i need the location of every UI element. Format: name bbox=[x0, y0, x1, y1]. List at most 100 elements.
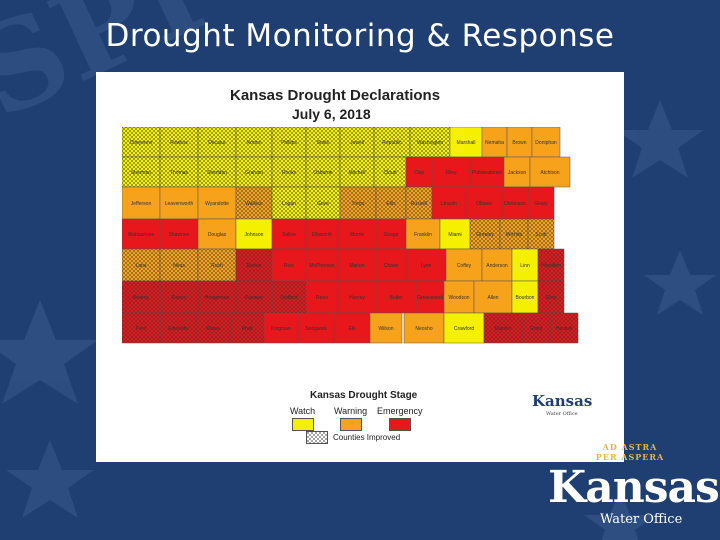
county-label: Norton bbox=[246, 140, 261, 146]
county-osage bbox=[375, 218, 407, 250]
county-improved-hatch bbox=[122, 127, 160, 157]
county-improved-hatch bbox=[236, 187, 272, 219]
county-label: Wallace bbox=[245, 201, 263, 207]
county-leavenworth bbox=[159, 186, 199, 220]
county-label: Wilson bbox=[378, 326, 393, 332]
county-label: Marshall bbox=[457, 140, 476, 146]
county-label: Rawlins bbox=[170, 140, 188, 146]
county-improved-hatch bbox=[406, 187, 432, 219]
county-label: Woodson bbox=[448, 295, 469, 301]
map-title: Kansas Drought Declarations bbox=[230, 87, 441, 104]
county-label: Linn bbox=[520, 263, 530, 269]
county-label: Pratt bbox=[242, 326, 253, 332]
county-label: Wichita bbox=[506, 232, 523, 238]
county-atchison bbox=[529, 156, 571, 188]
county-label: Chase bbox=[384, 263, 399, 269]
kansas-water-office-logo: AD ASTRA PER ASPERA Kansas Water Office bbox=[540, 440, 720, 535]
county-label: Smith bbox=[317, 140, 330, 146]
county-label: Crawford bbox=[454, 326, 475, 332]
county-pottawatomie bbox=[469, 156, 505, 188]
county-label: Miami bbox=[448, 232, 461, 238]
county-anderson bbox=[481, 248, 513, 282]
legend-improved-label: Counties Improved bbox=[333, 433, 401, 442]
county-improved-hatch bbox=[230, 313, 264, 343]
legend-watch-swatch bbox=[292, 418, 314, 431]
map-date: July 6, 2018 bbox=[292, 106, 371, 122]
county-label: Anderson bbox=[486, 263, 508, 269]
county-improved-hatch bbox=[236, 157, 272, 187]
county-wyandotte bbox=[197, 186, 237, 220]
county-label: Gove bbox=[317, 201, 329, 207]
county-improved-hatch bbox=[374, 127, 410, 157]
county-label: Cloud bbox=[383, 170, 396, 176]
county-improved-hatch bbox=[522, 313, 550, 343]
county-improved-hatch bbox=[538, 281, 564, 313]
county-improved-hatch bbox=[550, 313, 578, 343]
county-label: Kingman bbox=[271, 326, 291, 332]
county-label: Hodgeman bbox=[205, 295, 230, 301]
county-label: Marion bbox=[349, 263, 365, 269]
county-label: Russell bbox=[411, 201, 427, 207]
county-johnson bbox=[235, 218, 273, 250]
county-label: Douglas bbox=[208, 232, 227, 238]
county-improved-hatch bbox=[198, 249, 236, 281]
county-label: Sherman bbox=[131, 170, 152, 176]
county-label: Stanton bbox=[494, 326, 511, 332]
county-label: Rush bbox=[211, 263, 223, 269]
county-improved-hatch bbox=[340, 127, 374, 157]
county-marion bbox=[337, 248, 377, 282]
county-ottawa bbox=[465, 186, 503, 220]
county-marshall bbox=[449, 127, 483, 158]
county-improved-hatch bbox=[376, 187, 406, 219]
county-label: Reno bbox=[316, 295, 328, 301]
county-label: Ellsworth bbox=[312, 232, 333, 238]
county-label: Cheyenne bbox=[130, 140, 153, 146]
county-label: Saline bbox=[282, 232, 296, 238]
county-label: Jewell bbox=[350, 140, 364, 146]
county-label: Haskell bbox=[556, 326, 572, 332]
county-improved-hatch bbox=[272, 281, 306, 313]
county-improved-hatch bbox=[374, 157, 406, 187]
county-label: Coffey bbox=[457, 263, 472, 269]
county-label: Neosho bbox=[415, 326, 432, 332]
county-saline bbox=[271, 218, 307, 250]
county-label: Sedgwick bbox=[305, 326, 327, 332]
slide-title: Drought Monitoring & Response bbox=[105, 18, 615, 54]
county-label: Sheridan bbox=[207, 170, 227, 176]
county-label: Atchison bbox=[540, 170, 559, 176]
county-label: Ellis bbox=[386, 201, 396, 207]
county-label: Ford bbox=[136, 326, 147, 332]
county-label: Kiowa bbox=[206, 326, 220, 332]
county-label: Phillips bbox=[281, 140, 297, 146]
county-label: Wabaunsee bbox=[128, 232, 155, 238]
county-geary bbox=[527, 186, 555, 220]
county-reno bbox=[305, 280, 339, 314]
county-label: Pottawatomie bbox=[472, 170, 503, 176]
county-label: Jefferson bbox=[131, 201, 152, 207]
county-label: Decatur bbox=[208, 140, 226, 146]
kansas-county-map: Cheyenne Rawlins Decatur Norton Phillips Smit… bbox=[122, 127, 579, 344]
county-label: Hamilton bbox=[541, 263, 561, 269]
county-label: Thomas bbox=[170, 170, 189, 176]
county-improved-hatch bbox=[306, 187, 340, 219]
county-label: Bourbon bbox=[516, 295, 535, 301]
county-improved-hatch bbox=[236, 127, 272, 157]
county-label: Stafford bbox=[280, 295, 298, 301]
county-label: Pawnee bbox=[245, 295, 263, 301]
county-improved-hatch bbox=[470, 219, 500, 249]
county-improved-hatch bbox=[306, 157, 340, 187]
county-label: Edwards bbox=[168, 326, 188, 332]
kansas-water-office-small-logo: Kansas Water Office bbox=[532, 387, 592, 417]
legend-warning-swatch bbox=[340, 418, 362, 431]
county-label: Graham bbox=[245, 170, 263, 176]
county-label: Dickinson bbox=[504, 201, 526, 207]
county-improved-hatch bbox=[410, 127, 450, 157]
county-butler bbox=[375, 280, 417, 314]
county-improved-hatch bbox=[500, 219, 528, 249]
county-label: Brown bbox=[512, 140, 526, 146]
county-crawford bbox=[443, 312, 485, 344]
county-improved-hatch bbox=[198, 157, 236, 187]
county-label: Washington bbox=[417, 140, 443, 146]
county-improved-hatch bbox=[122, 313, 160, 343]
county-label: Kearny bbox=[133, 295, 149, 301]
